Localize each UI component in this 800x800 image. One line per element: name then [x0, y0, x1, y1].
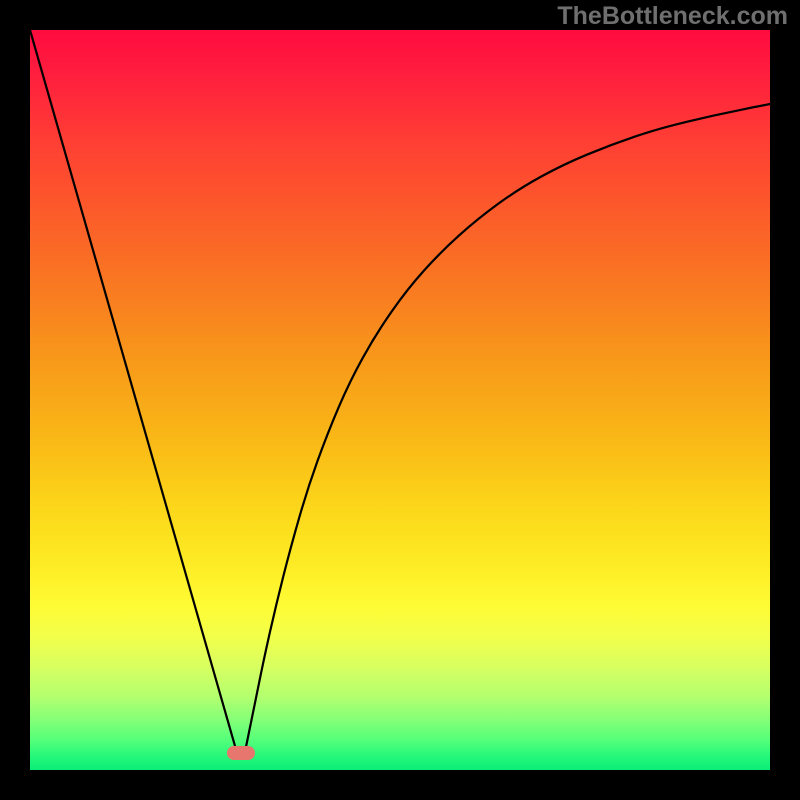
optimal-point-marker: [227, 746, 255, 760]
watermark-text: TheBottleneck.com: [557, 2, 788, 31]
bottleneck-curve: [30, 30, 770, 770]
chart-container: TheBottleneck.com: [0, 0, 800, 800]
plot-area: [30, 30, 770, 770]
bottleneck-curve-path: [30, 30, 770, 754]
